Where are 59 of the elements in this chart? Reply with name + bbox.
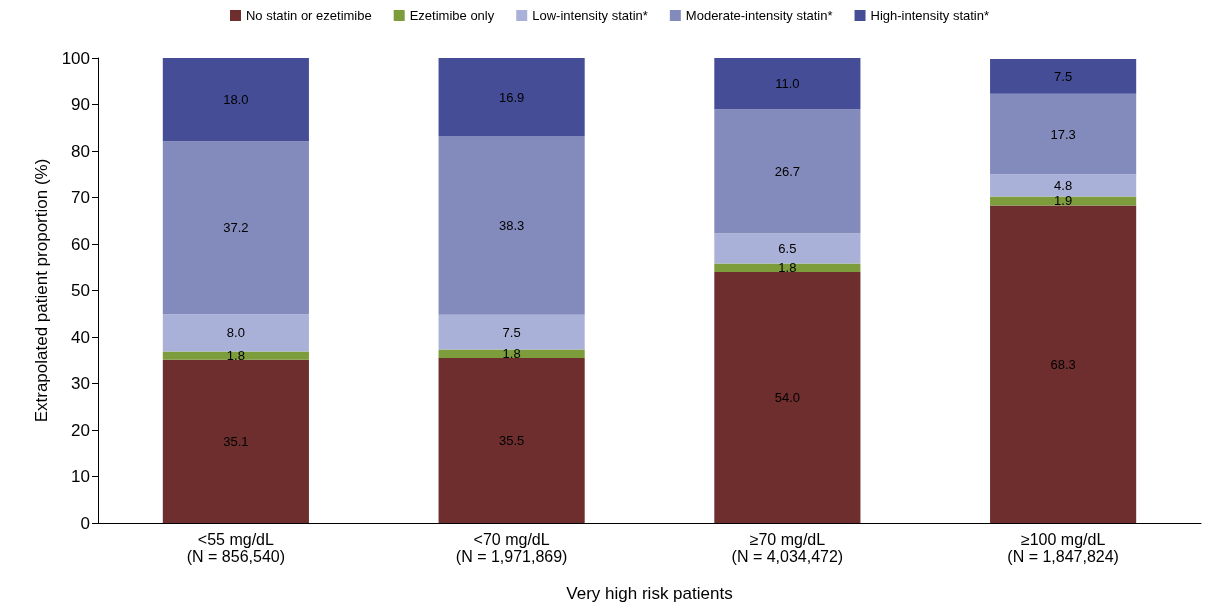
bar — [714, 109, 861, 234]
text: 1.9 — [1054, 193, 1073, 209]
x-tick-label: <70 mg/dL (N = 1,971,869) — [455, 531, 568, 565]
bar — [162, 351, 309, 360]
text: 38.3 — [498, 218, 525, 234]
x-tick-label: ≥70 mg/dL (N = 4,034,472) — [731, 531, 844, 565]
bar — [990, 174, 1137, 197]
legend-label: High-intensity statin* — [870, 8, 990, 23]
text: 54.0 — [774, 389, 801, 405]
x-tick-label: ≥100 mg/dL (N = 1,847,824) — [1007, 531, 1119, 565]
text: 18.0 — [223, 92, 249, 108]
bar — [162, 314, 309, 352]
y-axis-title: Extrapolated patient proportion (%) — [32, 158, 51, 423]
x-axis-title: Very high risk patients — [566, 584, 733, 603]
text: 7.5 — [502, 324, 521, 340]
legend-label: Moderate-intensity statin* — [685, 8, 833, 23]
y-tick-label: 70 — [71, 188, 90, 207]
y-tick-label: 50 — [71, 281, 90, 300]
bar — [162, 141, 309, 315]
bar — [990, 58, 1137, 94]
y-tick-label: 40 — [71, 327, 90, 347]
text: 16.9 — [498, 89, 525, 105]
text: 8.0 — [226, 325, 245, 341]
y-tick-label: 30 — [71, 374, 90, 393]
text: 7.5 — [1054, 68, 1073, 84]
text: 1.8 — [502, 346, 521, 362]
bar — [162, 359, 309, 523]
bar — [438, 58, 585, 137]
text: 11.0 — [775, 76, 800, 92]
y-tick-label: 20 — [71, 420, 90, 440]
legend-label: Ezetimibe only — [409, 8, 495, 23]
text: 6.5 — [778, 240, 797, 256]
bar — [990, 205, 1137, 523]
y-tick-label: 100 — [61, 48, 90, 68]
text: 1.8 — [778, 260, 797, 276]
bar — [714, 271, 861, 523]
bar — [438, 357, 585, 523]
y-tick-label: 0 — [80, 513, 90, 533]
y-tick-label: 60 — [71, 234, 90, 254]
text: 35.1 — [223, 433, 249, 449]
text: 37.2 — [223, 220, 249, 236]
legend-label: No statin or ezetimibe — [245, 8, 372, 23]
bar — [990, 93, 1137, 175]
bar — [714, 233, 861, 264]
bar — [714, 58, 861, 110]
text: 35.5 — [498, 432, 525, 448]
text: 1.8 — [226, 348, 245, 364]
y-tick-label: 10 — [71, 467, 90, 486]
text: 26.7 — [774, 163, 801, 179]
y-tick-label: 90 — [71, 95, 90, 114]
text: 68.3 — [1050, 356, 1076, 372]
bar — [438, 136, 585, 315]
y-tick-label: 80 — [71, 141, 90, 161]
bar — [438, 314, 585, 350]
legend-label: Low-intensity statin* — [532, 8, 648, 23]
text: 4.8 — [1054, 177, 1073, 193]
x-tick-label: <55 mg/dL (N = 856,540) — [186, 531, 286, 565]
text: 17.3 — [1050, 126, 1076, 142]
bar — [162, 58, 309, 142]
